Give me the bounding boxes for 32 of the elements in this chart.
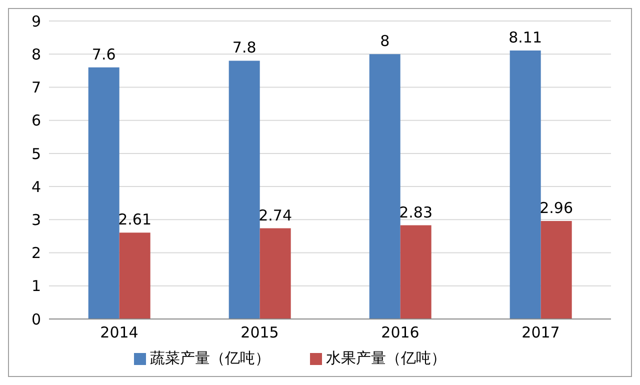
legend-label: 蔬菜产量（亿吨） <box>150 349 270 367</box>
x-tick-label: 2017 <box>522 324 560 342</box>
bar <box>228 60 260 319</box>
bar <box>400 225 432 319</box>
y-tick-label: 2 <box>31 244 41 262</box>
bar <box>88 67 120 319</box>
bar <box>540 220 572 319</box>
y-tick-label: 4 <box>31 178 41 196</box>
data-label: 2.83 <box>399 203 433 222</box>
legend-label: 水果产量（亿吨） <box>326 349 446 367</box>
y-tick-label: 5 <box>31 144 41 163</box>
data-label: 2.74 <box>258 206 292 224</box>
data-label: 7.8 <box>232 38 256 57</box>
x-tick-label: 2015 <box>240 324 279 342</box>
bar <box>260 228 291 319</box>
bar <box>119 232 150 319</box>
y-tick-label: 9 <box>31 12 41 30</box>
y-tick-label: 3 <box>31 210 41 229</box>
x-tick-label: 2016 <box>381 324 420 342</box>
bar <box>369 54 400 319</box>
bar <box>510 50 541 319</box>
data-label: 2.96 <box>540 198 574 217</box>
y-tick-label: 6 <box>31 112 41 130</box>
x-tick-label: 2014 <box>100 324 138 342</box>
data-label: 7.6 <box>92 45 116 64</box>
data-label: 2.61 <box>118 210 152 229</box>
data-label: 8.11 <box>508 28 542 46</box>
y-tick-label: 0 <box>31 310 41 328</box>
y-tick-label: 7 <box>31 78 41 97</box>
y-tick-label: 1 <box>31 277 41 296</box>
y-tick-label: 8 <box>31 45 41 64</box>
data-label: 8 <box>380 32 390 50</box>
